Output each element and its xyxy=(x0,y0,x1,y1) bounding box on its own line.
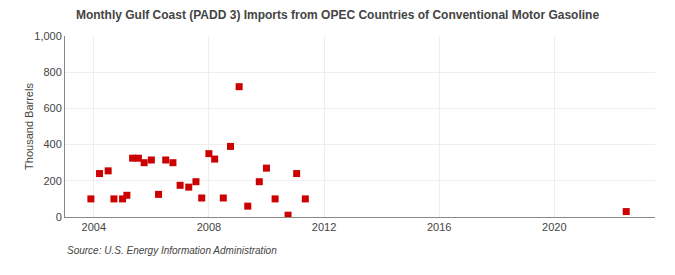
svg-text:600: 600 xyxy=(43,102,61,114)
svg-text:2004: 2004 xyxy=(82,221,106,233)
svg-text:2020: 2020 xyxy=(542,221,566,233)
svg-text:Thousand Barrels: Thousand Barrels xyxy=(23,83,35,170)
svg-text:400: 400 xyxy=(43,138,61,150)
svg-text:800: 800 xyxy=(43,66,61,78)
svg-text:0: 0 xyxy=(56,211,62,223)
svg-text:1,000: 1,000 xyxy=(34,30,62,42)
svg-text:200: 200 xyxy=(43,175,61,187)
svg-text:Monthly Gulf Coast (PADD 3) Im: Monthly Gulf Coast (PADD 3) Imports from… xyxy=(76,8,599,22)
svg-text:2016: 2016 xyxy=(427,221,451,233)
svg-text:2012: 2012 xyxy=(312,221,336,233)
svg-text:2008: 2008 xyxy=(197,221,221,233)
svg-text:Source: U.S. Energy Informatio: Source: U.S. Energy Information Administ… xyxy=(67,245,277,256)
